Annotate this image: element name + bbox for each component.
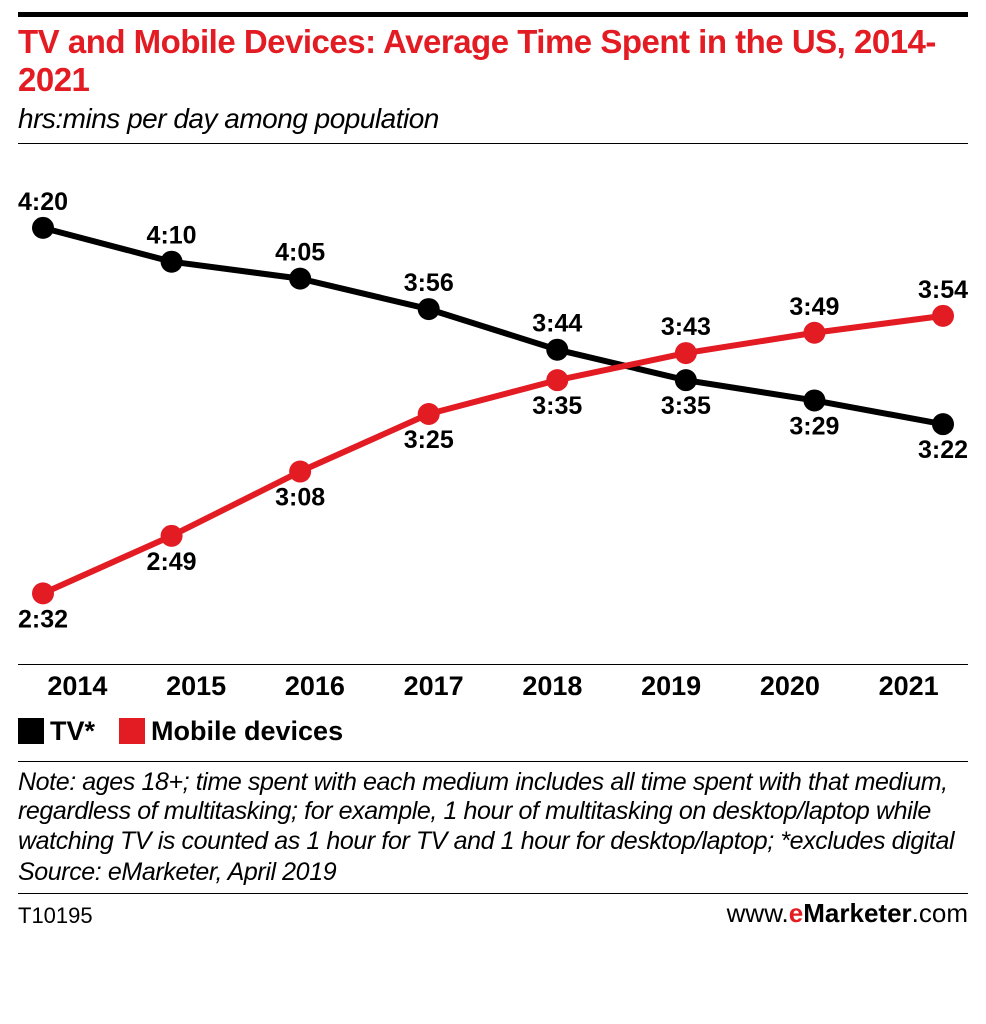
chart-title: TV and Mobile Devices: Average Time Spen… [18, 23, 968, 99]
data-point [289, 460, 311, 482]
data-label: 3:56 [404, 269, 454, 297]
data-label: 3:35 [661, 392, 711, 420]
brand-e: e [789, 898, 803, 928]
legend-item: TV* [18, 716, 95, 747]
data-point [418, 403, 440, 425]
x-axis-label: 2019 [612, 671, 731, 702]
data-point [932, 305, 954, 327]
data-point [932, 413, 954, 435]
footer-rule [18, 893, 968, 894]
legend-item: Mobile devices [119, 716, 343, 747]
data-label: 2:49 [147, 548, 197, 576]
x-axis-label: 2014 [18, 671, 137, 702]
data-point [546, 369, 568, 391]
chart-subtitle: hrs:mins per day among population [18, 103, 968, 135]
data-label: 3:44 [532, 310, 582, 338]
legend-swatch [18, 718, 44, 744]
data-label: 2:32 [18, 605, 68, 633]
legend: TV* Mobile devices [18, 716, 968, 747]
legend-swatch [119, 718, 145, 744]
data-point [803, 389, 825, 411]
data-label: 4:20 [18, 188, 68, 216]
x-axis-label: 2015 [137, 671, 256, 702]
brand-url: www.eMarketer.com [727, 898, 968, 929]
x-axis-label: 2016 [256, 671, 375, 702]
data-label: 3:43 [661, 313, 711, 341]
subtitle-rule [18, 143, 968, 144]
url-prefix: www. [727, 898, 789, 928]
data-point [546, 339, 568, 361]
data-label: 3:54 [918, 276, 968, 304]
legend-label: Mobile devices [151, 716, 343, 746]
footer-row: T10195 www.eMarketer.com [18, 898, 968, 929]
data-label: 3:29 [789, 412, 839, 440]
data-label: 3:08 [275, 483, 325, 511]
data-label: 4:05 [275, 238, 325, 266]
data-label: 3:35 [532, 392, 582, 420]
top-rule [18, 12, 968, 17]
data-label: 3:22 [918, 436, 968, 464]
x-axis-label: 2020 [731, 671, 850, 702]
x-axis-label: 2017 [374, 671, 493, 702]
chart-code: T10195 [18, 903, 93, 929]
brand-rest: Marketer [803, 898, 911, 928]
data-point [675, 369, 697, 391]
source-line: Source: eMarketer, April 2019 [18, 858, 968, 887]
data-point [803, 322, 825, 344]
data-point [32, 217, 54, 239]
data-label: 3:49 [789, 293, 839, 321]
data-point [161, 525, 183, 547]
x-axis-label: 2021 [849, 671, 968, 702]
note-rule [18, 761, 968, 762]
x-axis-labels: 20142015201620172018201920202021 [18, 664, 968, 702]
line-chart-svg: 4:20 4:10 4:05 3:56 3:44 3:35 3:29 3:22 2:32 2:49… [18, 174, 968, 654]
data-label: 4:10 [147, 222, 197, 250]
url-suffix: .com [912, 898, 968, 928]
data-point [32, 582, 54, 604]
data-point [289, 267, 311, 289]
x-axis-label: 2018 [493, 671, 612, 702]
data-point [418, 298, 440, 320]
data-point [675, 342, 697, 364]
data-label: 3:25 [404, 426, 454, 454]
data-point [161, 251, 183, 273]
legend-label: TV* [50, 716, 95, 746]
footnote: Note: ages 18+; time spent with each med… [18, 768, 968, 857]
chart-area: 4:20 4:10 4:05 3:56 3:44 3:35 3:29 3:22 2:32 2:49… [18, 174, 968, 654]
